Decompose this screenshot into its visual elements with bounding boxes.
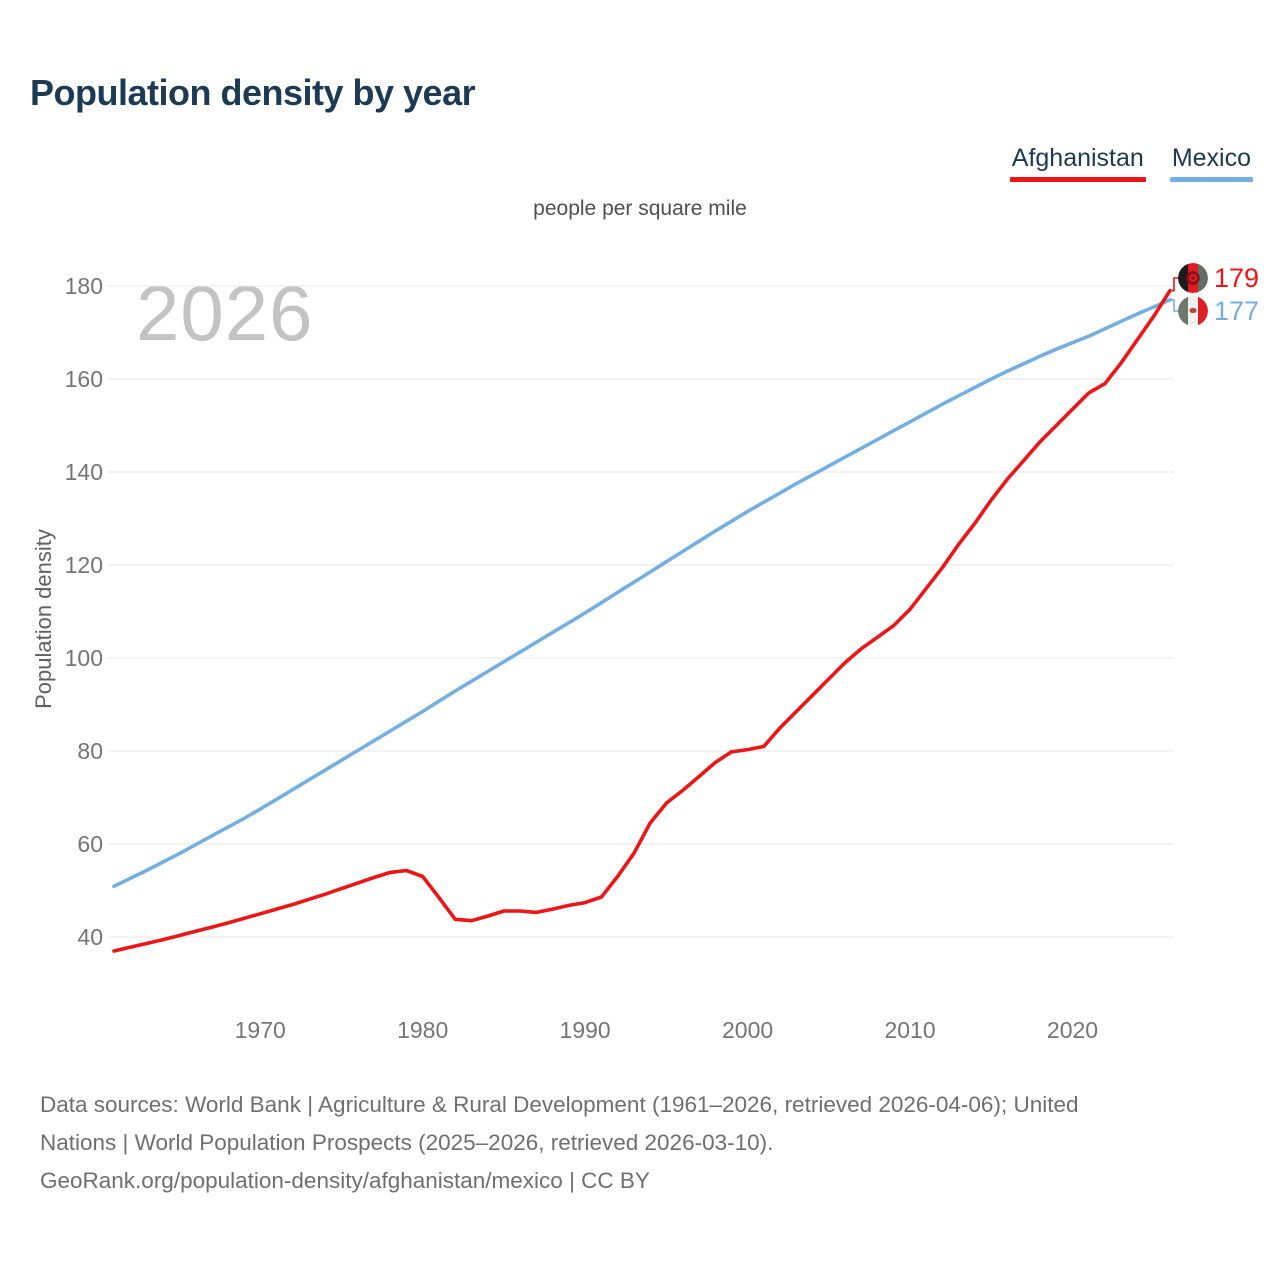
legend-label: Afghanistan <box>1011 144 1144 172</box>
end-value-afghanistan: 179 <box>1214 263 1260 293</box>
footer-line-3: GeoRank.org/population-density/afghanist… <box>40 1168 650 1193</box>
y-tick-label-160: 160 <box>64 366 103 392</box>
data-sources-footer: Data sources: World Bank | Agriculture &… <box>40 1086 1250 1200</box>
y-tick-label-140: 140 <box>64 459 103 485</box>
x-tick-label-1990: 1990 <box>559 1017 611 1043</box>
legend-underline <box>1009 177 1146 182</box>
x-tick-label-2020: 2020 <box>1046 1017 1099 1043</box>
footer-line-2: Nations | World Population Prospects (20… <box>40 1130 774 1155</box>
legend-item-afghanistan[interactable]: Afghanistan <box>1009 144 1146 182</box>
legend: Afghanistan Mexico <box>1009 144 1253 182</box>
y-tick-label-40: 40 <box>77 924 103 950</box>
unit-subtitle: people per square mile <box>533 197 747 220</box>
x-tick-label-2000: 2000 <box>722 1017 774 1043</box>
y-tick-label-180: 180 <box>64 273 103 299</box>
legend-underline <box>1169 177 1253 182</box>
mexico-flag-icon <box>1178 296 1208 326</box>
y-tick-label-60: 60 <box>77 831 103 857</box>
label-connector-mexico <box>1170 299 1179 312</box>
label-connector-afghanistan <box>1170 277 1179 292</box>
x-tick-label-1980: 1980 <box>397 1017 449 1043</box>
x-tick-label-2010: 2010 <box>884 1017 936 1043</box>
series-line-afghanistan <box>112 288 1172 953</box>
afghanistan-flag-icon <box>1178 263 1208 293</box>
legend-item-mexico[interactable]: Mexico <box>1169 144 1253 182</box>
legend-label: Mexico <box>1171 144 1251 172</box>
footer-line-1: Data sources: World Bank | Agriculture &… <box>40 1092 1079 1117</box>
end-value-mexico: 177 <box>1214 296 1260 326</box>
x-tick-label-1970: 1970 <box>234 1017 286 1043</box>
y-tick-label-80: 80 <box>77 738 103 764</box>
series-line-mexico <box>112 298 1172 889</box>
end-label-mexico: 177 <box>1178 296 1259 326</box>
y-tick-label-100: 100 <box>64 645 103 671</box>
year-watermark: 2026 <box>136 269 314 357</box>
page-title: Population density by year <box>30 72 476 113</box>
y-tick-label-120: 120 <box>64 552 103 578</box>
end-label-afghanistan: 179 <box>1178 263 1259 293</box>
